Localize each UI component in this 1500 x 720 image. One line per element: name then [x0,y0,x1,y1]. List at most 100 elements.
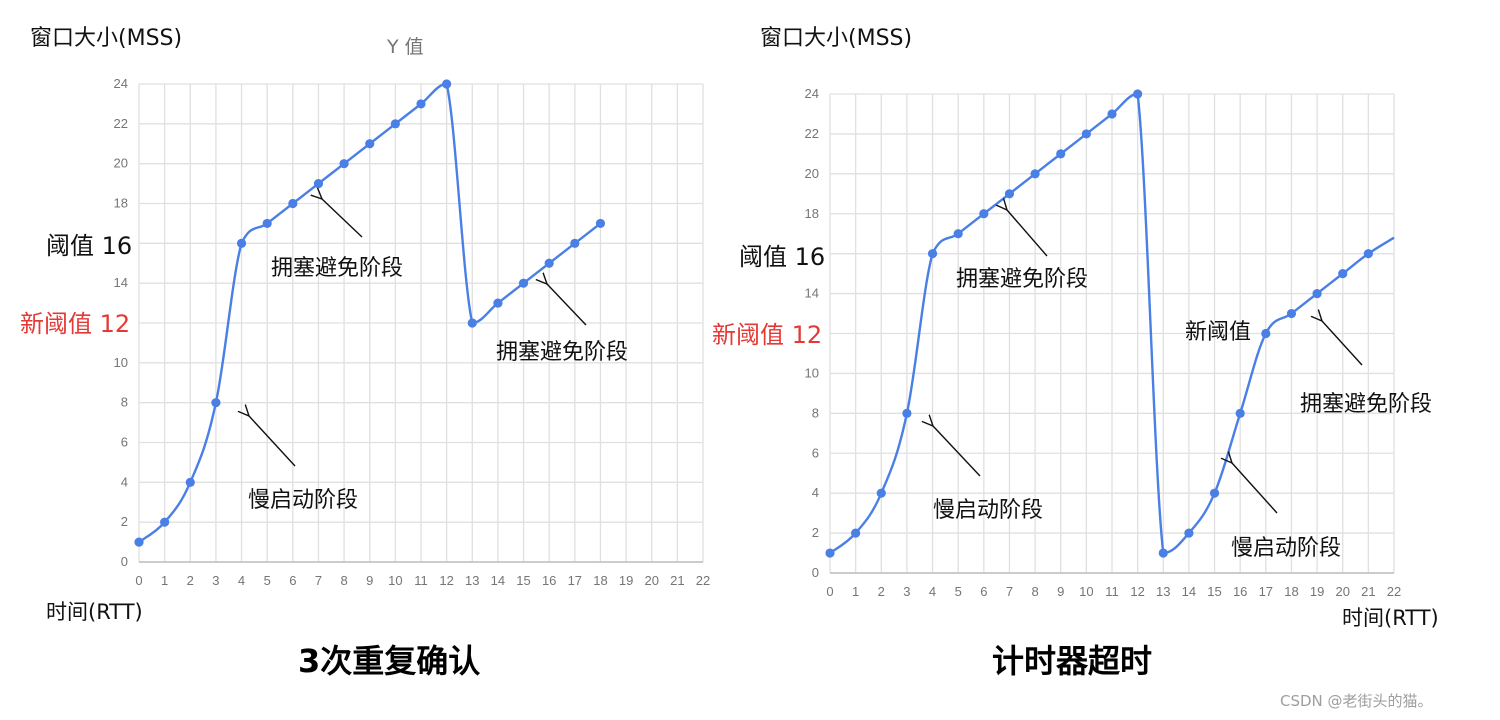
annotation-arrow-icon [1007,210,1048,257]
data-point [262,218,272,229]
x-tick-label: 20 [1335,584,1349,599]
data-point [1209,488,1220,498]
data-point [467,318,477,328]
x-tick-label: 15 [516,573,530,588]
data-point [518,278,529,288]
y-tick-label: 22 [805,126,819,141]
y-tick-label: 10 [114,355,128,370]
y-tick-label: 14 [114,275,128,290]
x-tick-label: 12 [439,573,453,588]
data-point [160,517,170,527]
data-point [416,99,426,109]
y-tick-label: 2 [121,514,128,529]
right-annotation-slow-start-1: 慢启动阶段 [933,498,1044,523]
x-tick-label: 7 [315,573,322,588]
x-tick-label: 9 [366,573,373,588]
left-annotation-slow-start: 慢启动阶段 [248,488,359,513]
y-tick-label: 4 [121,474,128,489]
y-tick-label: 10 [805,365,819,380]
y-tick-label: 24 [114,76,128,91]
x-tick-label: 14 [1182,584,1196,599]
left-series-title: Y 值 [387,36,424,58]
data-point [544,258,554,268]
data-point [1056,149,1066,159]
data-point [595,218,606,229]
x-tick-label: 5 [955,584,962,599]
x-tick-label: 8 [1031,584,1038,599]
y-tick-label: 20 [805,166,819,181]
x-tick-label: 22 [696,573,710,588]
y-tick-label: 22 [114,116,128,131]
data-point [1184,528,1194,538]
right-new-threshold-label: 新阈值 12 [712,315,823,350]
chart-1: 0 1 2 3 4 5 6 7 8 9 10 11 12 13 14 15 16 17 18 19 20 21 220246… [114,76,711,588]
x-tick-label: 8 [340,573,347,588]
watermark: CSDN @老街头的猫。 [1280,692,1433,710]
right-annotation-new-threshold: 新阈值 [1185,320,1252,345]
x-tick-label: 9 [1057,584,1064,599]
x-tick-label: 5 [264,573,271,588]
x-tick-label: 1 [161,573,168,588]
data-point [1081,129,1091,139]
y-tick-label: 0 [121,554,128,569]
chart-2: 0 1 2 3 4 5 6 7 8 9 10 11 12 13 14 15 16 17 18 19 20 21 220246… [805,86,1402,599]
data-point [134,537,144,547]
data-point [442,79,452,89]
data-point [185,477,195,487]
data-point [339,159,349,169]
data-point [1235,408,1245,418]
annotation-arrow-icon [1232,463,1278,514]
annotation-arrow-icon [322,199,363,238]
data-point [825,548,835,558]
x-tick-label: 6 [289,573,296,588]
data-point [979,209,989,219]
x-tick-label: 21 [670,573,684,588]
x-tick-label: 6 [980,584,987,599]
data-point [365,139,375,149]
x-tick-label: 19 [619,573,633,588]
y-tick-label: 20 [114,156,128,171]
x-tick-label: 4 [238,573,245,588]
y-tick-label: 0 [812,565,819,580]
right-y-axis-title: 窗口大小(MSS) [760,26,913,51]
y-tick-label: 18 [805,206,819,221]
x-tick-label: 11 [414,573,428,588]
right-annotation-congestion-avoidance-1: 拥塞避免阶段 [956,267,1089,292]
x-tick-label: 1 [852,584,859,599]
x-tick-label: 10 [1079,584,1093,599]
annotation-arrow-icon [547,284,587,326]
data-point [927,249,938,259]
x-tick-label: 3 [212,573,219,588]
right-annotation-slow-start-2: 慢启动阶段 [1231,536,1342,561]
annotation-arrow-icon [933,426,981,477]
right-x-axis-title: 时间(RTT) [1342,606,1439,630]
x-tick-label: 17 [568,573,582,588]
data-point [390,119,400,129]
data-point [902,408,912,418]
annotation-arrow-icon [249,416,296,467]
y-tick-label: 4 [812,485,819,500]
x-tick-label: 2 [187,573,194,588]
y-tick-label: 6 [121,435,128,450]
x-tick-label: 17 [1259,584,1273,599]
data-point [236,238,247,248]
x-tick-label: 22 [1387,584,1401,599]
left-y-axis-title: 窗口大小(MSS) [30,26,183,51]
right-annotation-congestion-avoidance-2: 拥塞避免阶段 [1300,392,1433,417]
x-tick-label: 18 [1284,584,1298,599]
y-tick-label: 14 [805,286,819,301]
data-point [876,488,886,498]
x-tick-label: 11 [1105,584,1119,599]
x-tick-label: 21 [1361,584,1375,599]
x-tick-label: 0 [826,584,833,599]
data-point [1363,249,1373,259]
data-point [211,398,221,408]
x-tick-label: 10 [388,573,402,588]
y-tick-label: 18 [114,196,128,211]
x-tick-label: 19 [1310,584,1324,599]
left-annotation-congestion-avoidance-2: 拥塞避免阶段 [496,340,629,365]
x-tick-label: 4 [929,584,936,599]
left-threshold-label: 阈值 16 [46,226,133,261]
y-tick-label: 8 [812,405,819,420]
